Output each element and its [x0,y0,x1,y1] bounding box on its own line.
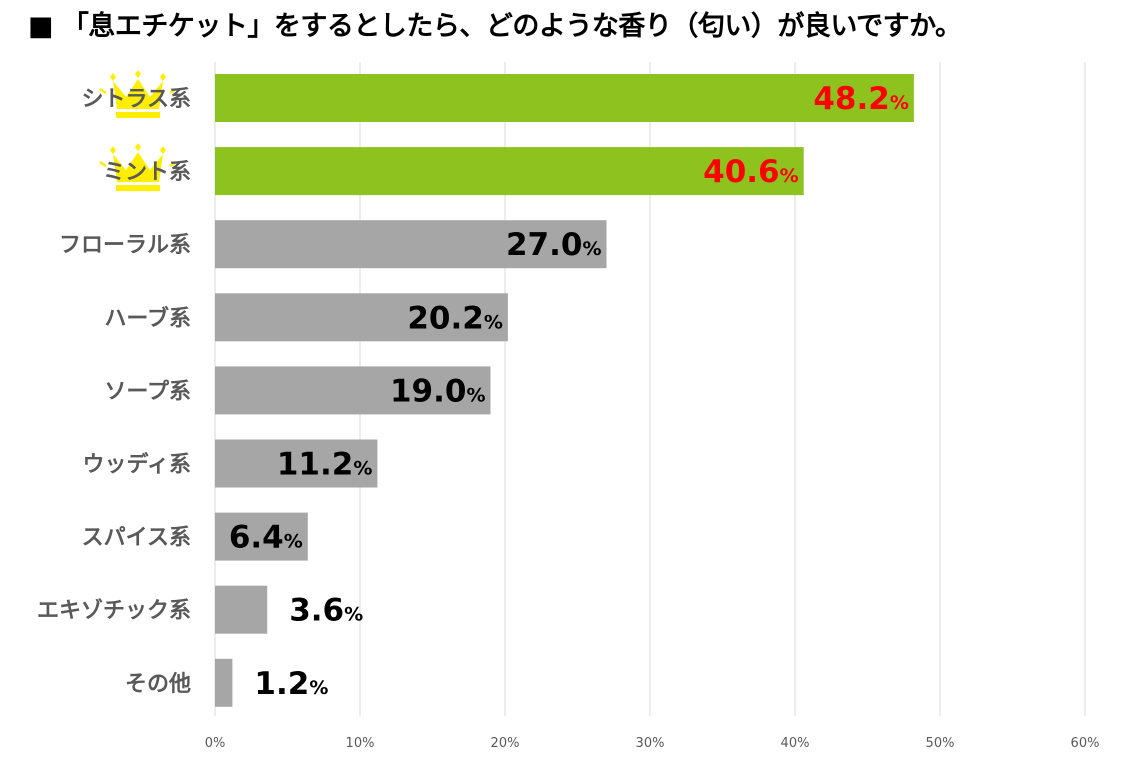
category-label: ウッディ系 [83,452,191,478]
x-tick-label: 10% [346,736,375,751]
bar [215,293,508,342]
bar [215,512,308,561]
bar [215,220,607,269]
x-tick-label: 50% [926,736,955,751]
bar [215,585,268,634]
category-label: その他 [125,672,191,697]
chart-title: ■ 「息エチケット」をするとしたら、どのような香り（匂い）が良いですか。 [28,11,962,42]
value-label: 20.2% [407,300,503,336]
bars [215,74,914,707]
value-label: 1.2% [254,666,328,702]
x-tick-label: 30% [636,736,665,751]
bar [215,439,378,488]
category-label: エキゾチック系 [37,598,191,624]
bar [215,366,491,415]
bar [215,147,804,196]
value-label: 3.6% [289,593,363,629]
value-label: 27.0% [506,227,602,263]
value-label: 48.2% [813,81,909,117]
x-tick-label: 40% [781,736,810,751]
category-label: ソープ系 [104,379,191,404]
x-axis-ticks: 0% 10% 20% 30% 40% 50% 60% [205,736,1100,751]
x-tick-label: 20% [491,736,520,751]
bar [215,74,914,122]
value-label: 11.2% [277,447,373,483]
category-label: ミント系 [103,160,191,185]
category-label: シトラス系 [81,87,191,112]
category-label: フローラル系 [59,233,191,258]
value-labels: 48.2% 40.6% 27.0% 20.2% 19.0% 11.2% 6.4% 3.6% 1.… [229,81,909,702]
value-label: 19.0% [390,373,486,409]
value-label: 6.4% [229,520,303,556]
x-tick-label: 60% [1071,736,1100,751]
bar [215,658,233,707]
category-labels: シトラス系ミント系フローラル系ハーブ系ソープ系ウッディ系スパイス系エキゾチック系… [37,87,191,697]
category-label: ハーブ系 [104,305,191,331]
category-label: スパイス系 [82,526,191,551]
crown-icon [99,143,177,192]
x-tick-label: 0% [205,736,226,751]
crown-icon [99,70,177,118]
crown-markers [99,70,177,192]
value-label: 40.6% [703,154,799,190]
